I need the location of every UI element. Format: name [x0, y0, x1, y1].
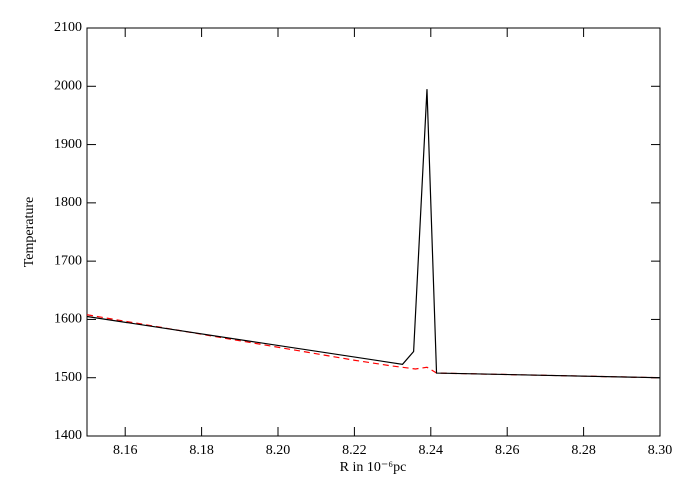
y-tick-label: 1400	[54, 428, 82, 443]
y-tick-label: 1900	[54, 137, 82, 152]
x-tick-label: 8.18	[189, 443, 214, 458]
y-axis-label: Temperature	[22, 197, 37, 268]
x-tick-label: 8.30	[648, 443, 673, 458]
x-tick-label: 8.28	[571, 443, 596, 458]
x-tick-label: 8.22	[342, 443, 367, 458]
y-tick-label: 1700	[54, 253, 82, 268]
x-tick-label: 8.16	[113, 443, 138, 458]
y-tick-label: 2000	[54, 79, 82, 94]
x-tick-label: 8.20	[266, 443, 291, 458]
series-line	[86, 89, 661, 379]
plot-frame	[86, 27, 661, 437]
y-tick-label: 1600	[54, 312, 82, 327]
series-line	[86, 314, 661, 379]
x-tick-label: 8.26	[495, 443, 520, 458]
y-tick-label: 2100	[54, 20, 82, 35]
y-tick-label: 1800	[54, 195, 82, 210]
y-tick-label: 1500	[54, 370, 82, 385]
x-axis-label: R in 10⁻⁶pc	[340, 460, 407, 475]
x-tick-label: 8.24	[419, 443, 444, 458]
